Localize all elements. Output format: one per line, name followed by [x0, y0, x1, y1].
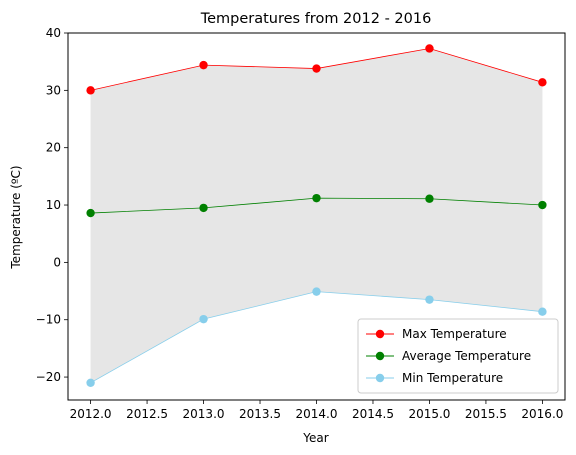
data-point-max-temperature: [538, 78, 547, 87]
x-tick-label: 2012.5: [126, 407, 168, 421]
x-axis-ticks: 2012.0 2012.5 2013.0 2013.5 2014.0 2014.5 2015…: [70, 400, 563, 421]
y-tick-label: 10: [46, 198, 61, 212]
y-tick-label: −20: [36, 370, 61, 384]
data-point-min-temperature: [86, 378, 95, 387]
data-point-max-temperature: [312, 64, 321, 73]
data-point-average-temperature: [86, 208, 95, 218]
plot-lines-layer: [86, 44, 547, 387]
x-tick-label: 2014.5: [352, 407, 394, 421]
chart-title: Temperatures from 2012 - 2016: [200, 11, 432, 27]
data-point-average-temperature: [538, 200, 547, 210]
x-tick-label: 2016.0: [521, 407, 563, 421]
y-tick-label: 20: [46, 141, 61, 155]
x-tick-label: 2013.5: [239, 407, 281, 421]
y-axis-ticks: −20 −10 0 10 20 30 40: [36, 26, 68, 384]
data-point-max-temperature: [86, 86, 95, 95]
legend-box: [357, 318, 559, 394]
x-tick-label: 2012.0: [70, 407, 112, 421]
legend-marker: [375, 351, 385, 361]
x-tick-label: 2015.5: [465, 407, 507, 421]
y-tick-label: 30: [46, 83, 61, 97]
legend-label: Average Temperature: [402, 349, 531, 363]
x-axis-label: Year: [302, 431, 328, 445]
y-tick-label: −10: [36, 313, 61, 327]
legend-marker: [375, 373, 385, 383]
x-tick-label: 2015.0: [408, 407, 450, 421]
data-point-average-temperature: [199, 203, 208, 213]
data-point-average-temperature: [425, 194, 434, 203]
data-point-average-temperature: [312, 193, 321, 203]
data-point-min-temperature: [312, 287, 321, 296]
data-point-max-temperature: [199, 60, 208, 70]
x-tick-label: 2014.0: [296, 407, 338, 421]
y-axis-label: Temperature (ºC): [9, 165, 23, 269]
y-tick-label: 40: [46, 26, 61, 40]
legend-label: Min Temperature: [402, 371, 503, 385]
legend-marker: [375, 329, 385, 339]
data-point-min-temperature: [425, 295, 434, 304]
data-point-max-temperature: [425, 44, 434, 53]
x-tick-label: 2013.0: [183, 407, 225, 421]
data-point-min-temperature: [538, 307, 547, 316]
legend-label: Max Temperature: [402, 327, 507, 341]
legend: Max Temperature Average Temperature Min Te…: [357, 318, 559, 394]
y-tick-label: 0: [53, 255, 61, 269]
data-point-min-temperature: [199, 314, 208, 324]
